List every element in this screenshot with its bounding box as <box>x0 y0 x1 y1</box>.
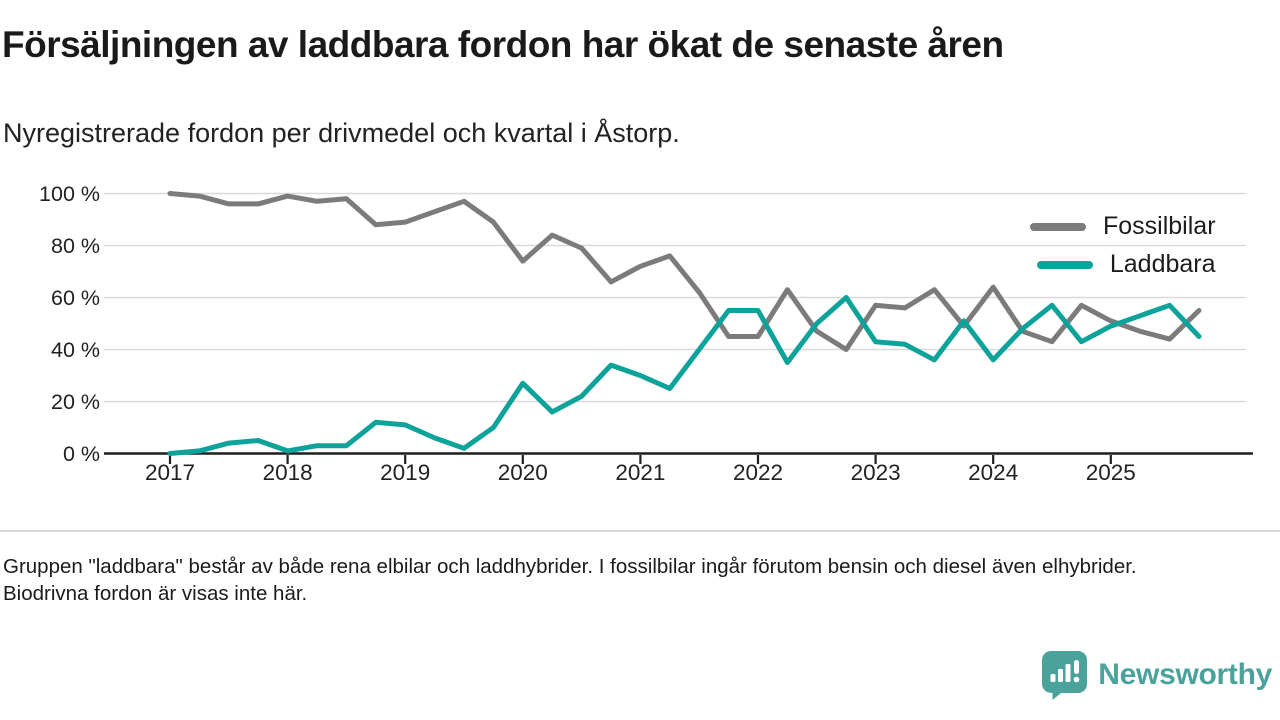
x-tick-label: 2021 <box>615 460 665 485</box>
footer-divider <box>0 530 1280 532</box>
newsworthy-logo: Newsworthy <box>1041 650 1272 700</box>
y-axis-label: 0 % <box>63 442 100 466</box>
line-chart: 0 % 20 % 40 % 60 % 80 % 100 % 2017 2018 2019 2020… <box>39 182 1253 485</box>
x-tick-label: 2024 <box>968 460 1018 485</box>
x-tick-label: 2020 <box>498 460 548 485</box>
x-tick-label: 2018 <box>263 460 313 485</box>
chart-subtitle: Nyregistrerade fordon per drivmedel och … <box>3 118 680 148</box>
y-axis-label: 20 % <box>51 390 100 414</box>
x-tick-label: 2017 <box>145 460 195 485</box>
y-axis-label: 80 % <box>51 234 100 258</box>
y-axis-label: 100 % <box>39 182 100 206</box>
legend-label-fossilbilar: Fossilbilar <box>1103 212 1216 240</box>
legend-swatch-fossilbilar <box>1030 222 1086 231</box>
legend-item-fossilbilar: Fossilbilar <box>1030 212 1216 241</box>
legend-label-laddbara: Laddbara <box>1109 250 1216 278</box>
legend-swatch-laddbara <box>1036 260 1093 269</box>
chart-title: Försäljningen av laddbara fordon har öka… <box>2 24 1004 65</box>
y-axis-label: 40 % <box>51 338 100 362</box>
x-tick-label: 2022 <box>733 460 783 485</box>
x-tick-label: 2019 <box>380 460 430 485</box>
series-line-fossilbilar <box>167 191 1202 352</box>
newsworthy-logo-icon <box>1042 651 1088 700</box>
series-line-laddbara <box>167 295 1202 456</box>
newsworthy-logo-text: Newsworthy <box>1098 658 1272 691</box>
footnote: Gruppen "laddbara" består av både rena e… <box>3 555 1137 606</box>
legend-item-laddbara: Laddbara <box>1030 250 1216 279</box>
legend: Fossilbilar Laddbara <box>1030 212 1216 279</box>
y-axis-label: 60 % <box>51 286 100 310</box>
x-tick-label: 2025 <box>1086 460 1136 485</box>
x-tick-label: 2023 <box>851 460 901 485</box>
